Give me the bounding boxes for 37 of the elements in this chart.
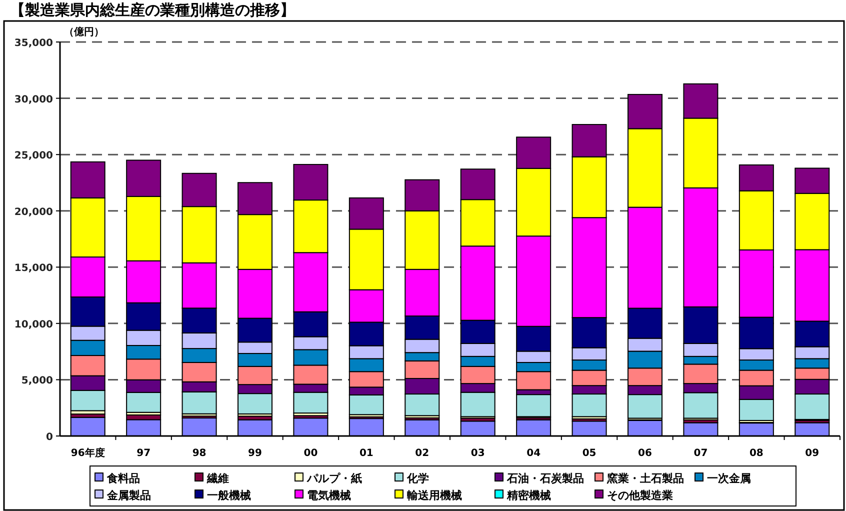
x-tick-label: 04 xyxy=(526,448,541,459)
x-tick-label: 97 xyxy=(136,448,151,459)
legend-label: 金属製品 xyxy=(106,489,151,502)
legend-label: 一般機械 xyxy=(207,489,251,502)
y-tick-label: 10,000 xyxy=(14,319,54,330)
x-tick-label: 09 xyxy=(805,448,820,459)
x-tick-label: 96年度 xyxy=(70,447,105,459)
x-tick-label: 01 xyxy=(359,448,374,459)
legend-label: 電気機械 xyxy=(307,489,351,502)
x-tick-label: 98 xyxy=(192,448,206,459)
legend-label: 一次金属 xyxy=(707,472,751,485)
ylabel: （億円） xyxy=(64,27,104,38)
y-tick-label: 30,000 xyxy=(14,94,54,106)
legend-label: その他製造業 xyxy=(607,489,673,502)
legend-label: 輸送用機械 xyxy=(406,489,462,502)
x-tick-label: 03 xyxy=(470,448,485,459)
x-tick-label: 06 xyxy=(638,448,652,459)
legend-label: パルプ・紙 xyxy=(306,472,362,485)
y-tick-label: 5,000 xyxy=(21,376,54,387)
x-tick-label: 02 xyxy=(415,448,430,459)
y-tick-label: 35,000 xyxy=(14,38,54,49)
legend-label: 石油・石炭製品 xyxy=(506,472,584,485)
y-tick-label: 20,000 xyxy=(14,206,54,218)
legend-label: 食料品 xyxy=(106,472,140,485)
legend-label: 繊維 xyxy=(206,472,229,485)
legend-label: 窯業・土石製品 xyxy=(606,472,684,485)
x-tick-label: 99 xyxy=(248,448,262,459)
title: 【製造業県内総生産の業種別構造の推移】 xyxy=(10,1,295,19)
y-tick-label: 25,000 xyxy=(14,150,54,162)
y-tick-label: 0 xyxy=(46,432,54,443)
x-tick-label: 07 xyxy=(694,448,708,459)
x-tick-label: 00 xyxy=(304,448,318,459)
legend-label: 化学 xyxy=(406,472,429,485)
x-tick-label: 08 xyxy=(749,448,764,459)
legend-label: 精密機械 xyxy=(506,489,551,502)
y-tick-label: 15,000 xyxy=(14,263,54,274)
x-tick-label: 05 xyxy=(582,448,596,459)
